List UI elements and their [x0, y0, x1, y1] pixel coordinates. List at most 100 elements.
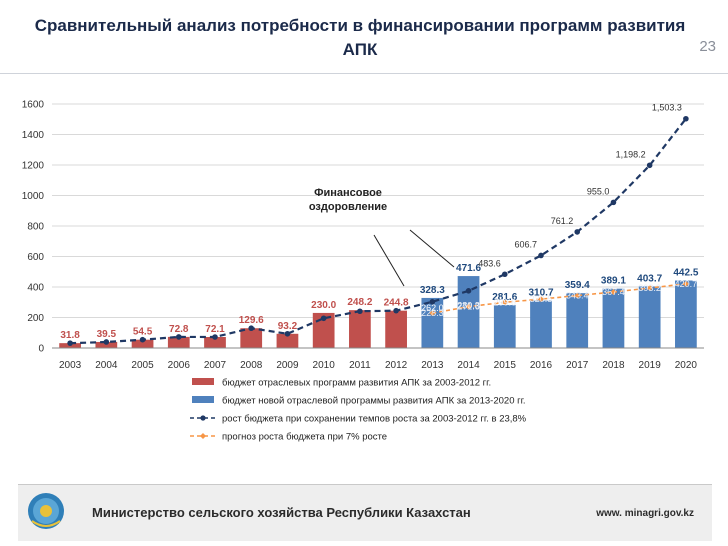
legend-label: прогноз роста бюджета при 7% росте [222, 432, 387, 443]
legend-label: бюджет новой отраслевой программы развит… [222, 396, 526, 407]
annotation-line-2: оздоровление [309, 201, 387, 213]
point-growth-2018 [610, 199, 617, 206]
point-forecast-2017 [574, 292, 581, 299]
point-growth-2012 [393, 307, 399, 314]
line-value-label: 483.6 [478, 258, 501, 268]
point-forecast-2013 [429, 310, 436, 317]
point-forecast-2020 [682, 280, 689, 287]
point-growth-2011 [357, 308, 363, 315]
chart-legend: бюджет отраслевых программ развития АПК … [190, 378, 527, 443]
bar-2017 [566, 293, 589, 348]
line-value-label: 420.7 [675, 279, 698, 289]
line-value-label: 955.0 [587, 186, 610, 196]
point-growth-2019 [646, 162, 653, 169]
point-growth-2017 [574, 229, 581, 235]
bar-2014 [457, 276, 480, 348]
bar-2019 [638, 286, 661, 348]
bar-2013 [421, 297, 444, 348]
chart-lines [67, 115, 689, 346]
x-tick-label: 2009 [276, 360, 299, 371]
x-tick-label: 2011 [349, 360, 371, 371]
annotation-arrow-1 [373, 234, 405, 287]
bar-value-label: 328.3 [420, 285, 445, 296]
bar-value-label: 31.8 [60, 330, 80, 341]
x-tick-label: 2017 [566, 360, 589, 371]
point-growth-2009 [284, 330, 291, 337]
x-tick-label: 2020 [675, 360, 698, 371]
x-axis: 2003 2004 2005 2006 2007 2008 2009 2010 2011 2012… [52, 347, 704, 371]
chart-data-labels: 31.8 39.5 54.5 72.8 72.1 129.6 93.2 230.0 248.2 2… [60, 103, 698, 341]
point-growth-2005 [139, 336, 146, 343]
bar-value-label: 244.8 [384, 298, 409, 309]
bar-value-label: 54.5 [133, 327, 153, 338]
x-tick-label: 2004 [95, 360, 118, 371]
annotation-financial-recovery: Финансовое оздоровление [309, 187, 455, 287]
footer-website-link[interactable]: www. minagri.gov.kz [596, 508, 694, 519]
bar-value-label: 248.2 [347, 297, 372, 308]
bar-inner-label: 280.3 [457, 300, 480, 310]
y-tick-label: 1200 [22, 161, 45, 172]
line-value-label: 320.5 [530, 294, 553, 304]
y-tick-label: 200 [27, 313, 44, 324]
bar-value-label: 471.6 [456, 263, 481, 274]
bar-2015 [493, 305, 516, 348]
y-tick-label: 400 [27, 283, 44, 294]
legend-label: рост бюджета при сохранении темпов роста… [222, 414, 527, 425]
y-tick-label: 600 [27, 252, 44, 263]
bar-value-label: 72.1 [205, 324, 225, 335]
point-growth-2015 [501, 271, 508, 278]
footer-organization: Министерство сельского хозяйства Республ… [92, 505, 471, 520]
bar-value-label: 129.6 [239, 315, 264, 326]
bar-2016 [530, 300, 552, 348]
legend-label: бюджет отраслевых программ развития АПК … [222, 378, 491, 389]
bar-2018 [602, 288, 625, 348]
line-value-label: 299.6 [494, 297, 517, 307]
point-growth-2007 [212, 334, 218, 340]
x-tick-label: 2012 [385, 360, 408, 371]
point-growth-2020 [683, 115, 689, 122]
bar-2006 [167, 336, 190, 348]
bar-value-label: 230.0 [311, 300, 336, 311]
point-forecast-2014 [465, 303, 472, 310]
bar-inner-label: 262.0 [421, 303, 444, 313]
point-growth-2010 [320, 315, 327, 322]
bar-value-label: 359.4 [565, 280, 590, 291]
x-tick-label: 2016 [530, 360, 553, 371]
point-forecast-2018 [610, 288, 617, 295]
point-forecast-2019 [646, 285, 653, 292]
point-growth-2006 [175, 334, 182, 340]
bar-2009 [276, 333, 299, 348]
x-tick-label: 2005 [131, 360, 154, 371]
legend-swatch [192, 396, 214, 403]
bar-2008 [240, 328, 263, 348]
bar-value-label: 72.8 [169, 324, 189, 335]
annotation-line-1: Финансовое [314, 187, 382, 199]
y-tick-label: 0 [38, 344, 44, 355]
bar-value-label: 403.7 [637, 273, 662, 284]
x-tick-label: 2010 [313, 360, 336, 371]
bar-value-label: 281.6 [492, 292, 517, 303]
line-value-label: 393.2 [638, 283, 661, 293]
point-forecast-2016 [538, 296, 544, 303]
legend-swatch [192, 378, 214, 385]
point-growth-2013 [429, 298, 436, 305]
bar-2005 [131, 339, 154, 348]
y-tick-label: 1600 [22, 100, 45, 111]
bar-value-label: 39.5 [97, 329, 117, 340]
x-tick-label: 2019 [639, 360, 662, 371]
slide-title: Сравнительный анализ потребности в финан… [34, 16, 686, 59]
y-axis: 0 200 400 600 800 1000 1200 1400 1600 [22, 100, 45, 355]
bar-value-label: 389.1 [601, 276, 626, 287]
line-value-label: 367.4 [602, 287, 625, 297]
ministry-emblem-icon [28, 493, 64, 529]
line-value-label: 271.6 [457, 302, 480, 312]
point-growth-2003 [67, 340, 73, 346]
line-forecast-7pct [432, 283, 686, 314]
bar-value-label: 93.2 [278, 321, 298, 332]
line-value-label: 1,503.3 [652, 103, 682, 113]
x-tick-label: 2014 [457, 360, 480, 371]
legend-swatch-marker [200, 433, 206, 439]
bar-2004 [95, 341, 118, 348]
footer-bar: Министерство сельского хозяйства Республ… [18, 484, 712, 541]
bar-value-label: 442.5 [673, 268, 698, 279]
